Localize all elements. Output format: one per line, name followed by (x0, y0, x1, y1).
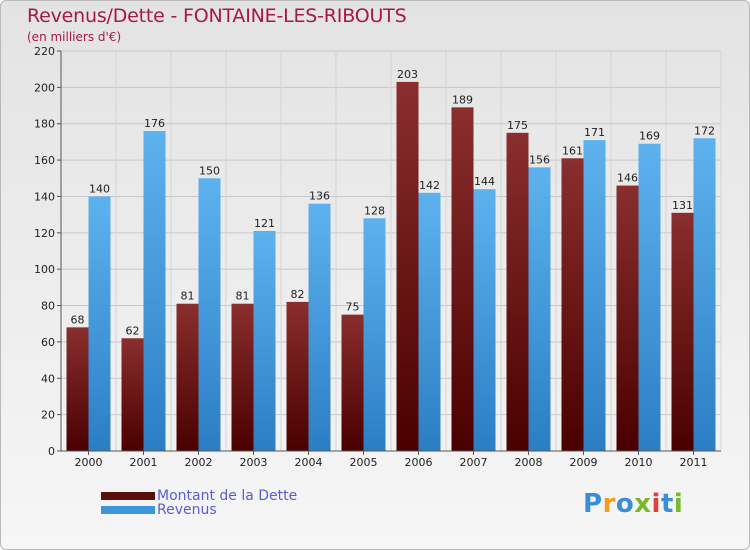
chart-subtitle: (en milliers d'€) (27, 30, 122, 44)
data-label-dette: 75 (346, 301, 360, 314)
bar-revenus (308, 203, 331, 451)
x-tick-label: 2003 (240, 456, 268, 469)
data-label-revenus: 142 (419, 179, 440, 192)
logo-letter: t (660, 489, 674, 519)
logo-letter: i (651, 489, 661, 519)
data-label-dette: 81 (181, 290, 195, 303)
bar-dette (66, 327, 89, 451)
bar-dette (176, 303, 199, 451)
data-label-dette: 131 (672, 199, 693, 212)
bar-dette (286, 301, 309, 451)
y-tick-label: 80 (41, 300, 55, 313)
x-tick-label: 2009 (570, 456, 598, 469)
data-label-dette: 81 (236, 290, 250, 303)
logo-letter: o (615, 489, 635, 519)
legend-swatch-revenus (101, 506, 155, 514)
axis-layer: 0 20 40 60 80 100 120 140 160 180 200 220 2000 2001 20… (34, 45, 721, 469)
bar-revenus (528, 167, 551, 451)
x-tick-label: 2007 (460, 456, 488, 469)
data-label-revenus: 121 (254, 217, 275, 230)
bar-dette (396, 81, 419, 451)
logo-letter: P (583, 489, 603, 519)
y-tick-label: 220 (34, 45, 55, 58)
bar-revenus (638, 143, 661, 451)
logo-letter: r (602, 489, 616, 519)
x-tick-label: 2004 (295, 456, 323, 469)
x-tick-label: 2002 (185, 456, 213, 469)
bar-dette (671, 212, 694, 451)
bar-dette (231, 303, 254, 451)
bar-revenus (693, 138, 716, 452)
y-tick-label: 20 (41, 409, 55, 422)
x-tick-label: 2011 (680, 456, 708, 469)
logo-letter: x (634, 489, 652, 519)
y-tick-label: 160 (34, 154, 55, 167)
y-tick-label: 60 (41, 336, 55, 349)
legend-label-revenus: Revenus (157, 502, 217, 518)
data-label-revenus: 144 (474, 175, 495, 188)
legend-label-dette: Montant de la Dette (157, 488, 298, 504)
bar-revenus (363, 218, 386, 451)
data-label-dette: 175 (507, 119, 528, 132)
bar-dette (121, 338, 144, 451)
data-label-revenus: 150 (199, 164, 220, 177)
x-tick-label: 2000 (75, 456, 103, 469)
labels-layer: 68 140 62 176 81 150 81 121 82 136 75 128 203 142 189 1… (71, 68, 716, 337)
data-label-revenus: 176 (144, 117, 165, 130)
data-label-dette: 146 (617, 172, 638, 185)
data-label-revenus: 171 (584, 126, 605, 139)
y-tick-label: 180 (34, 118, 55, 131)
x-tick-label: 2010 (625, 456, 653, 469)
bars-layer (66, 81, 716, 452)
y-tick-label: 100 (34, 263, 55, 276)
data-label-dette: 62 (126, 324, 140, 337)
bar-revenus (143, 131, 166, 451)
data-label-dette: 161 (562, 144, 583, 157)
bar-dette (451, 107, 474, 451)
grid-layer (60, 50, 722, 452)
proxiti-logo: Proxiti (583, 489, 683, 519)
data-label-revenus: 140 (89, 182, 110, 195)
x-tick-label: 2006 (405, 456, 433, 469)
bar-dette (616, 185, 639, 451)
x-tick-label: 2001 (130, 456, 158, 469)
data-label-dette: 189 (452, 93, 473, 106)
data-label-dette: 82 (291, 288, 305, 301)
data-label-revenus: 156 (529, 153, 550, 166)
legend-swatch-dette (101, 492, 155, 500)
bar-revenus (88, 196, 111, 451)
y-tick-label: 0 (48, 445, 55, 458)
chart-title: Revenus/Dette - FONTAINE-LES-RIBOUTS (27, 5, 407, 27)
data-label-revenus: 169 (639, 130, 660, 143)
y-tick-label: 120 (34, 227, 55, 240)
x-tick-label: 2005 (350, 456, 378, 469)
bar-revenus (473, 189, 496, 451)
y-tick-label: 40 (41, 372, 55, 385)
y-tick-label: 200 (34, 81, 55, 94)
bar-revenus (253, 231, 276, 451)
bar-dette (341, 314, 364, 451)
data-label-dette: 68 (71, 313, 85, 326)
data-label-revenus: 128 (364, 204, 385, 217)
y-tick-label: 140 (34, 190, 55, 203)
bar-revenus (583, 140, 606, 451)
x-tick-label: 2008 (515, 456, 543, 469)
bar-dette (561, 158, 584, 452)
bar-revenus (418, 192, 441, 451)
legend-item-dette: Montant de la Dette (101, 488, 297, 504)
logo-letter: i (673, 489, 684, 519)
bar-revenus (198, 178, 221, 452)
data-label-dette: 203 (397, 68, 418, 81)
data-label-revenus: 172 (694, 124, 715, 137)
bar-dette (506, 132, 529, 451)
data-label-revenus: 136 (309, 190, 330, 203)
legend-item-revenus: Revenus (101, 502, 217, 518)
